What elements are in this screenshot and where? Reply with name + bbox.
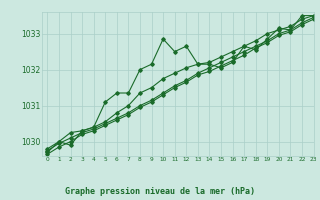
Text: Graphe pression niveau de la mer (hPa): Graphe pression niveau de la mer (hPa) [65,187,255,196]
